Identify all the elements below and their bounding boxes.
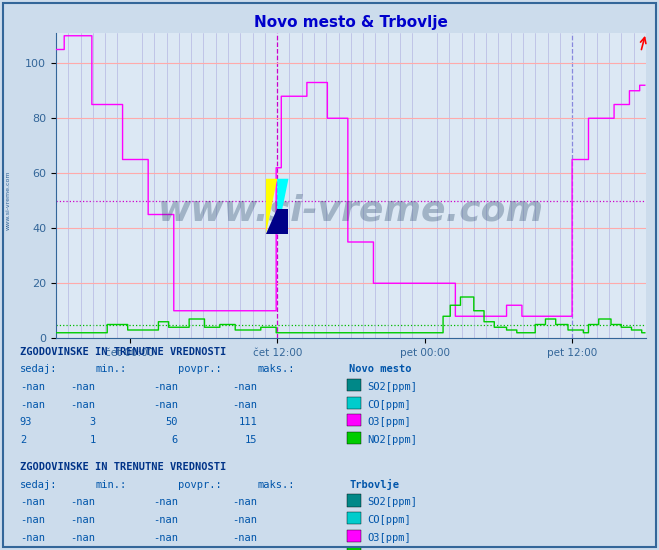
Text: sedaj:: sedaj: bbox=[20, 364, 57, 375]
Text: -nan: -nan bbox=[20, 382, 45, 392]
Text: -nan: -nan bbox=[232, 497, 257, 508]
Text: -nan: -nan bbox=[232, 399, 257, 410]
Text: -nan: -nan bbox=[232, 532, 257, 543]
Text: ZGODOVINSKE IN TRENUTNE VREDNOSTI: ZGODOVINSKE IN TRENUTNE VREDNOSTI bbox=[20, 462, 226, 472]
Text: 6: 6 bbox=[172, 434, 178, 445]
Text: 50: 50 bbox=[165, 417, 178, 427]
Text: 111: 111 bbox=[239, 417, 257, 427]
Text: Trbovlje: Trbovlje bbox=[349, 479, 399, 490]
Text: 93: 93 bbox=[20, 417, 32, 427]
Text: -nan: -nan bbox=[153, 515, 178, 525]
Text: -nan: -nan bbox=[232, 382, 257, 392]
Text: -nan: -nan bbox=[71, 532, 96, 543]
Text: min.:: min.: bbox=[96, 480, 127, 490]
Text: SO2[ppm]: SO2[ppm] bbox=[368, 497, 418, 508]
Title: Novo mesto & Trbovlje: Novo mesto & Trbovlje bbox=[254, 15, 448, 30]
Text: -nan: -nan bbox=[71, 382, 96, 392]
Text: sedaj:: sedaj: bbox=[20, 480, 57, 490]
Text: SO2[ppm]: SO2[ppm] bbox=[368, 382, 418, 392]
Text: -nan: -nan bbox=[153, 497, 178, 508]
Text: www.si-vreme.com: www.si-vreme.com bbox=[5, 171, 11, 230]
Text: povpr.:: povpr.: bbox=[178, 364, 221, 375]
Text: 3: 3 bbox=[90, 417, 96, 427]
Text: O3[ppm]: O3[ppm] bbox=[368, 532, 411, 543]
Text: -nan: -nan bbox=[153, 532, 178, 543]
Text: CO[ppm]: CO[ppm] bbox=[368, 515, 411, 525]
Text: -nan: -nan bbox=[153, 382, 178, 392]
Text: -nan: -nan bbox=[153, 399, 178, 410]
Text: www.si-vreme.com: www.si-vreme.com bbox=[158, 193, 544, 227]
Polygon shape bbox=[266, 209, 289, 234]
Text: ZGODOVINSKE IN TRENUTNE VREDNOSTI: ZGODOVINSKE IN TRENUTNE VREDNOSTI bbox=[20, 346, 226, 357]
Text: O3[ppm]: O3[ppm] bbox=[368, 417, 411, 427]
Text: 1: 1 bbox=[90, 434, 96, 445]
Text: -nan: -nan bbox=[20, 497, 45, 508]
Text: -nan: -nan bbox=[71, 515, 96, 525]
Text: povpr.:: povpr.: bbox=[178, 480, 221, 490]
Text: CO[ppm]: CO[ppm] bbox=[368, 399, 411, 410]
Polygon shape bbox=[277, 179, 289, 234]
Text: -nan: -nan bbox=[71, 497, 96, 508]
Text: min.:: min.: bbox=[96, 364, 127, 375]
Polygon shape bbox=[266, 179, 277, 234]
Text: -nan: -nan bbox=[20, 515, 45, 525]
Text: Novo mesto: Novo mesto bbox=[349, 364, 412, 375]
Text: 2: 2 bbox=[20, 434, 26, 445]
Text: -nan: -nan bbox=[71, 399, 96, 410]
Text: maks.:: maks.: bbox=[257, 480, 295, 490]
Text: -nan: -nan bbox=[232, 515, 257, 525]
Text: 15: 15 bbox=[244, 434, 257, 445]
Text: maks.:: maks.: bbox=[257, 364, 295, 375]
Text: -nan: -nan bbox=[20, 399, 45, 410]
Text: -nan: -nan bbox=[20, 532, 45, 543]
Text: NO2[ppm]: NO2[ppm] bbox=[368, 434, 418, 445]
